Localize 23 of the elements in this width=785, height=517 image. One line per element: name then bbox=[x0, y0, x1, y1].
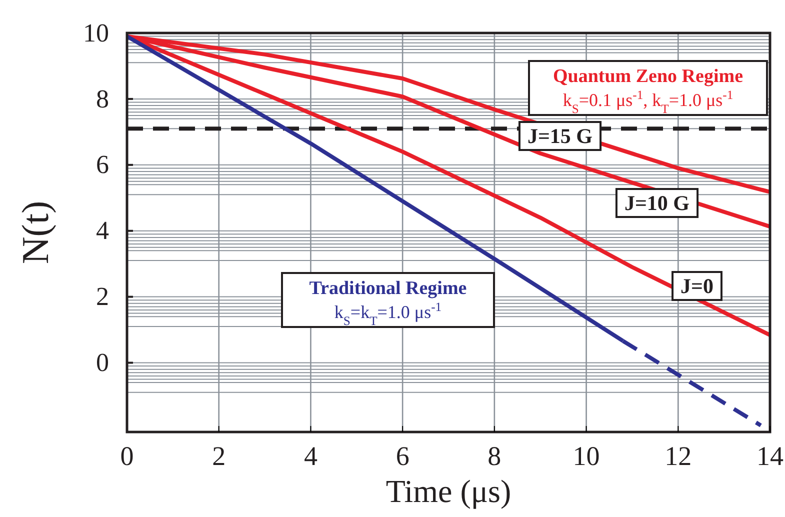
annotation: k$_{S}$=0.1 μs$^{-1}$, k$_{T}$=1.0 μs$^{-1}$ bbox=[562, 88, 734, 116]
x-axis-title: Time (μs) bbox=[386, 473, 512, 509]
x-tick-label: 0 bbox=[120, 441, 134, 472]
annotation: k$_{S}$=k$_{T}$=1.0 μs$^{-1}$ bbox=[334, 300, 442, 328]
x-tick-label: 4 bbox=[304, 441, 318, 472]
y-tick-label: 8 bbox=[96, 84, 109, 114]
x-tick-label: 8 bbox=[488, 441, 502, 472]
annotation: Quantum Zeno Regime bbox=[553, 66, 743, 87]
y-tick-label: 2 bbox=[96, 282, 109, 312]
annotation: J=0 bbox=[680, 274, 714, 298]
y-tick-label: 0 bbox=[96, 348, 109, 378]
y-tick-label: 4 bbox=[96, 216, 109, 246]
x-tick-label: 6 bbox=[396, 441, 410, 472]
y-tick-label: 6 bbox=[96, 150, 109, 180]
y-axis-title: N(t) bbox=[15, 200, 57, 264]
x-tick-label: 14 bbox=[756, 441, 784, 472]
x-tick-label: 10 bbox=[572, 441, 600, 472]
annotation: Traditional Regime bbox=[309, 278, 467, 299]
annotation: J=10 G bbox=[624, 191, 690, 215]
x-tick-label: 12 bbox=[664, 441, 692, 472]
annotation: J=15 G bbox=[527, 124, 593, 148]
y-tick-label: 10 bbox=[83, 18, 109, 48]
x-tick-label: 2 bbox=[212, 441, 226, 472]
